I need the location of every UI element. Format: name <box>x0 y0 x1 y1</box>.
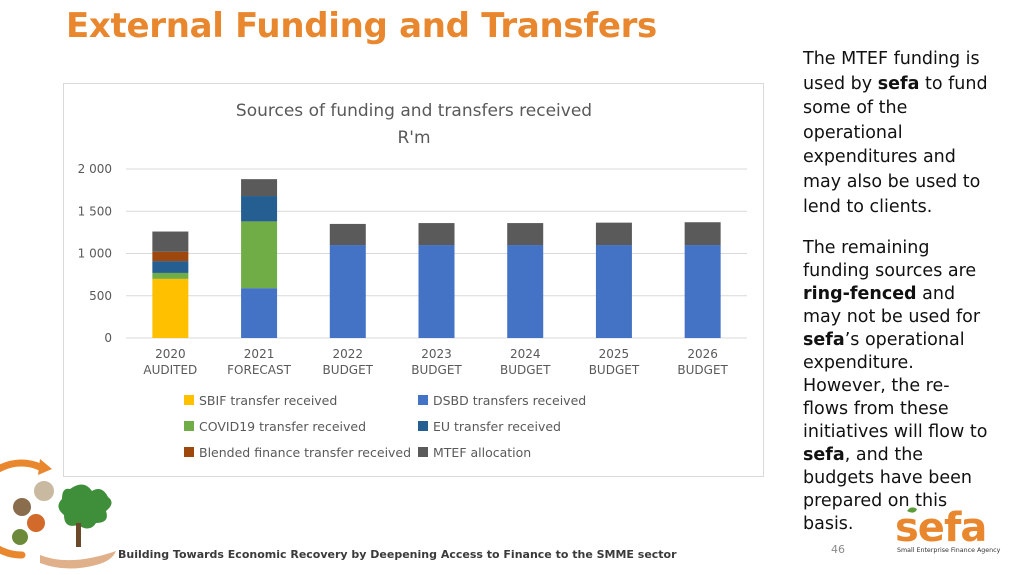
legend-swatch <box>184 447 194 457</box>
y-tick-label: 1 500 <box>78 204 112 218</box>
bar-segment <box>418 245 455 338</box>
chart-title: Sources of funding and transfers receive… <box>236 101 592 121</box>
svg-text:sefa: sefa <box>895 505 986 551</box>
bar-segment <box>152 261 189 273</box>
x-tick-label-type: BUDGET <box>589 363 640 377</box>
legend-label: SBIF transfer received <box>199 393 337 408</box>
legend-label: DSBD transfers received <box>433 393 586 408</box>
side-text-p1-part-0: The MTEF funding is used by <box>803 49 980 94</box>
bar-segment <box>152 272 189 279</box>
side-text-p2-part-4: ’s operational expenditure. However, the… <box>803 330 988 443</box>
side-text-p1-part-2: to fund some of the operational expendit… <box>803 73 988 217</box>
slide-title: External Funding and Transfers <box>66 6 657 46</box>
x-tick-label-type: BUDGET <box>500 363 551 377</box>
legend-label: MTEF allocation <box>433 445 531 460</box>
bar-segment <box>241 196 278 222</box>
chart-frame: Sources of funding and transfers receive… <box>63 83 764 477</box>
side-text: The MTEF funding is used by sefa to fund… <box>803 47 993 536</box>
x-tick-label-year: 2026 <box>687 347 718 361</box>
y-tick-label: 1 000 <box>78 247 112 261</box>
x-tick-label-type: AUDITED <box>143 363 197 377</box>
bar-segment <box>241 288 278 338</box>
legend-label: COVID19 transfer received <box>199 419 366 434</box>
legend-label: EU transfer received <box>433 419 561 434</box>
x-tick-label-year: 2020 <box>155 347 186 361</box>
bar-segment <box>595 222 632 246</box>
x-tick-label-year: 2023 <box>421 347 452 361</box>
x-tick-label-year: 2022 <box>333 347 364 361</box>
bar-segment <box>152 278 189 338</box>
side-text-paragraph-2: The remaining funding sources are ring-f… <box>803 237 993 536</box>
bar-segment <box>329 245 366 338</box>
legend-swatch <box>418 421 428 431</box>
side-text-p2-sefa-1: sefa <box>803 330 845 351</box>
bar-segment <box>241 221 278 289</box>
x-tick-label-year: 2025 <box>599 347 630 361</box>
bar-segment <box>418 223 455 246</box>
x-tick-label-type: BUDGET <box>411 363 462 377</box>
chart-subtitle: R'm <box>397 128 430 148</box>
bar-segment <box>507 223 544 246</box>
legend-swatch <box>184 395 194 405</box>
bar-segment <box>507 245 544 338</box>
bar-segment <box>152 251 189 262</box>
side-text-p1-sefa: sefa <box>877 73 920 94</box>
side-text-p2-ring-fenced: ring-fenced <box>803 284 917 305</box>
y-tick-label: 500 <box>89 289 112 303</box>
y-tick-label: 2 000 <box>78 162 112 176</box>
page-number: 46 <box>831 543 845 556</box>
x-tick-label-year: 2024 <box>510 347 541 361</box>
x-tick-label-year: 2021 <box>244 347 275 361</box>
bar-segment <box>684 222 721 246</box>
bar-segment <box>241 179 278 197</box>
bar-segment <box>329 223 366 246</box>
side-text-p2-part-0: The remaining funding sources are <box>803 238 977 282</box>
side-text-p2-sefa-2: sefa <box>803 445 845 466</box>
growth-illustration-icon <box>0 459 116 569</box>
y-tick-label: 0 <box>104 331 112 345</box>
bar-segment <box>595 245 632 338</box>
side-text-paragraph-1: The MTEF funding is used by sefa to fund… <box>803 47 993 219</box>
side-text-p2-part-6: , and the budgets have been prepared on … <box>803 445 972 535</box>
side-text-p2-part-2: and may not be used for <box>803 284 981 328</box>
x-tick-label-type: FORECAST <box>227 363 291 377</box>
legend-swatch <box>418 447 428 457</box>
legend-swatch <box>184 421 194 431</box>
footer-text: Building Towards Economic Recovery by De… <box>118 548 677 561</box>
chart-svg: Sources of funding and transfers receive… <box>78 101 747 460</box>
svg-text:Small Enterprise Finance Agenc: Small Enterprise Finance Agency <box>897 547 1001 554</box>
legend-swatch <box>418 395 428 405</box>
x-tick-label-type: BUDGET <box>677 363 728 377</box>
bar-segment <box>684 245 721 338</box>
bar-segment <box>152 231 189 252</box>
legend-label: Blended finance transfer received <box>199 445 411 460</box>
x-tick-label-type: BUDGET <box>323 363 374 377</box>
sefa-logo-icon: sefa Small Enterprise Finance Agency <box>895 505 1001 554</box>
